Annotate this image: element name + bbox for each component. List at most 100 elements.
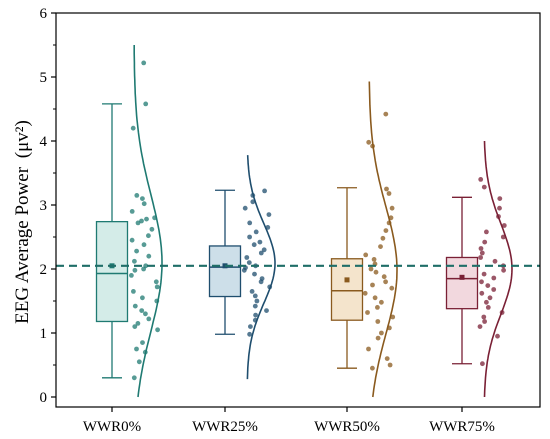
x-tick-label: WWR50% [314, 419, 380, 435]
y-tick-label: 4 [40, 134, 48, 150]
data-point [481, 184, 487, 190]
data-point [383, 111, 389, 117]
data-point [479, 290, 485, 296]
data-point [146, 233, 151, 239]
data-point [141, 242, 147, 248]
data-point [149, 226, 155, 232]
data-point [383, 228, 389, 234]
data-point [258, 250, 264, 256]
data-point [387, 325, 392, 331]
data-point [372, 295, 378, 301]
data-point [389, 205, 395, 211]
x-tick-label: WWR0% [83, 419, 141, 435]
data-point [487, 295, 493, 301]
data-point [146, 253, 152, 259]
density-curve [368, 81, 398, 398]
data-point [139, 218, 144, 224]
data-point [254, 298, 260, 304]
data-point [139, 308, 145, 313]
data-point [142, 349, 148, 355]
data-point [140, 340, 145, 345]
data-point [250, 199, 256, 205]
data-point [143, 101, 149, 107]
series-layer [95, 45, 513, 398]
data-point [370, 282, 375, 288]
y-axis-title-text: EEG Average Power [12, 166, 33, 324]
data-point [251, 242, 257, 248]
mean-marker [459, 274, 465, 280]
data-point [265, 225, 271, 230]
box-iqr [95, 220, 129, 323]
data-point [495, 333, 500, 339]
data-point [371, 257, 377, 262]
data-point [129, 209, 135, 214]
data-point [482, 239, 488, 245]
data-point [266, 212, 272, 218]
y-tick-label: 6 [40, 6, 48, 22]
data-point [252, 317, 258, 323]
data-point [491, 287, 497, 292]
data-point [381, 274, 387, 280]
data-point [383, 279, 388, 285]
data-point [378, 244, 383, 250]
data-point [362, 290, 368, 296]
data-point [501, 267, 506, 273]
mean-marker [344, 277, 350, 283]
y-axis-title-unit: (μv²) [12, 120, 33, 158]
x-tick-label: WWR75% [429, 419, 495, 435]
data-point [132, 303, 138, 309]
data-point [497, 205, 502, 211]
density-curve [133, 45, 163, 398]
y-tick-label: 0 [40, 390, 48, 406]
data-point [482, 319, 487, 324]
y-tick-label: 3 [40, 198, 48, 214]
series-WWR0% [95, 45, 163, 398]
data-point [370, 143, 375, 149]
data-point [478, 177, 484, 182]
data-point [141, 201, 147, 207]
data-point [132, 267, 138, 273]
data-point [253, 312, 258, 318]
plot-frame [55, 12, 541, 408]
data-point [144, 216, 149, 222]
box-iqr [330, 258, 364, 321]
data-point [257, 239, 263, 245]
data-point [155, 327, 161, 333]
data-point [252, 303, 258, 309]
data-point [244, 255, 250, 260]
data-point [375, 305, 380, 310]
data-point [477, 324, 483, 329]
data-point [134, 193, 140, 198]
data-point [140, 196, 145, 202]
data-point [154, 298, 160, 304]
y-tick-label: 5 [40, 70, 48, 86]
data-point [242, 205, 248, 211]
data-point [366, 139, 372, 145]
data-point [135, 220, 141, 226]
data-point [129, 273, 134, 278]
data-point [388, 215, 394, 221]
data-point [267, 284, 273, 290]
data-point [485, 305, 491, 310]
data-point [379, 299, 384, 305]
series-WWR25% [208, 155, 276, 380]
data-point [492, 258, 498, 264]
data-point [499, 310, 505, 315]
data-point [373, 269, 379, 275]
data-point [496, 214, 501, 219]
data-point [247, 331, 253, 337]
data-point [246, 260, 252, 265]
data-point [479, 250, 485, 256]
x-tick-label: WWR25% [192, 419, 258, 435]
series-WWR75% [445, 140, 513, 398]
data-point [134, 346, 139, 352]
data-point [500, 234, 506, 240]
data-point [143, 311, 148, 317]
data-point [480, 361, 485, 367]
data-point [479, 279, 484, 285]
y-tick-label: 1 [40, 326, 48, 342]
data-point [262, 188, 267, 194]
data-point [481, 271, 487, 277]
density-curve [483, 140, 513, 398]
